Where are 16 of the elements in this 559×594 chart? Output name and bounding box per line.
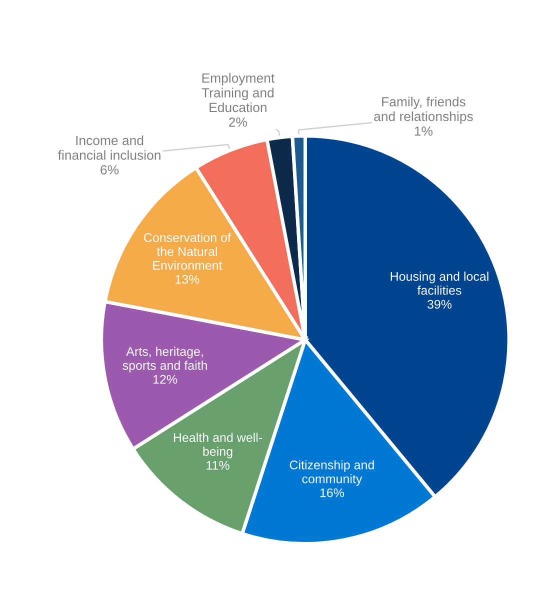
slice-label: Income and financial inclusion: [58, 135, 160, 160]
data-label: 6%: [100, 165, 119, 175]
slice-label: Housing and local facilities: [390, 272, 488, 295]
data-label: 12%: [153, 374, 178, 384]
slice-label: Arts, heritage, sports and faith: [122, 346, 207, 372]
data-label: 16%: [320, 488, 344, 498]
slice-label: Health and well- being: [174, 432, 262, 458]
data-label: 39%: [427, 300, 452, 309]
slice-label: Employment Training and Education: [202, 73, 275, 112]
data-label: 11%: [206, 461, 230, 470]
data-label: 2%: [229, 117, 248, 127]
slice-label: Conservation of the Natural Environment: [144, 232, 231, 270]
data-label: 1%: [414, 126, 433, 136]
slice-label: Family, friends and relationships: [374, 96, 473, 124]
slice-label: Citizenship and community: [290, 460, 374, 486]
data-label: 13%: [176, 274, 200, 284]
